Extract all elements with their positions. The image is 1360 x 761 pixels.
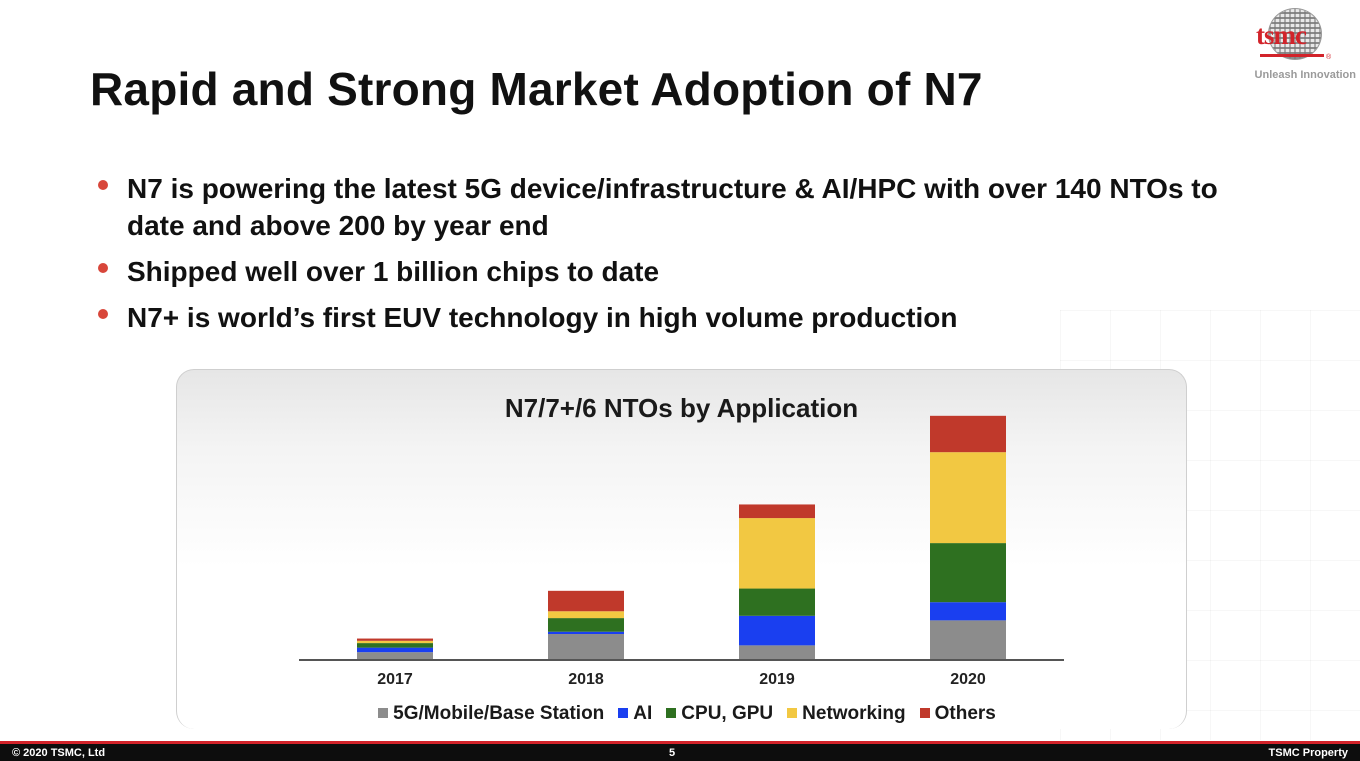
legend-item: AI	[618, 703, 652, 725]
bullet-text: N7 is powering the latest 5G device/infr…	[127, 173, 1218, 241]
bullet-dot-icon	[98, 309, 108, 319]
legend-label: CPU, GPU	[681, 703, 774, 724]
legend-label: 5G/Mobile/Base Station	[393, 703, 605, 724]
bullet-list: N7 is powering the latest 5G device/infr…	[98, 170, 1258, 345]
logo-registered-mark: ®	[1326, 54, 1332, 61]
bar-segment-2017-5g-mobile-base-station	[357, 652, 433, 659]
bar-segment-2019-ai	[739, 615, 815, 646]
bar-segment-2018-5g-mobile-base-station	[548, 634, 624, 659]
wafer-icon	[1268, 8, 1322, 60]
legend-item: Networking	[787, 703, 906, 725]
bar-segment-2019-5g-mobile-base-station	[739, 645, 815, 659]
bar-segment-2017-cpu-gpu	[357, 643, 433, 648]
bar-segment-2018-networking	[548, 611, 624, 619]
bullet-dot-icon	[98, 263, 108, 273]
legend-swatch-icon	[787, 708, 798, 718]
logo-underline	[1260, 54, 1324, 57]
bar-segment-2019-others	[739, 504, 815, 519]
bar-segment-2020-others	[930, 415, 1006, 453]
bullet-item: N7+ is world’s first EUV technology in h…	[98, 299, 1258, 336]
footer-page-number: 5	[669, 747, 676, 759]
x-tick-label: 2017	[377, 671, 413, 688]
x-tick-label: 2020	[950, 671, 986, 688]
bullet-item: Shipped well over 1 billion chips to dat…	[98, 253, 1258, 290]
x-tick-label: 2019	[759, 671, 795, 688]
legend-item: CPU, GPU	[666, 703, 773, 725]
bullet-dot-icon	[98, 180, 108, 190]
bar-segment-2020-ai	[930, 602, 1006, 621]
legend-swatch-icon	[666, 708, 677, 718]
bar-segment-2020-5g-mobile-base-station	[930, 620, 1006, 659]
bar-segment-2020-networking	[930, 452, 1006, 544]
legend-label: Networking	[802, 703, 906, 724]
bar-segment-2017-networking	[357, 640, 433, 644]
logo-tagline: Unleash Innovation	[1254, 69, 1356, 81]
legend-label: AI	[633, 703, 653, 724]
footer-copyright: © 2020 TSMC, Ltd	[12, 747, 106, 759]
legend-label: Others	[934, 703, 996, 724]
tsmc-logo: tsmc ®	[1242, 6, 1352, 86]
legend-swatch-icon	[919, 708, 930, 718]
chart-title: N7/7+/6 NTOs by Application	[504, 393, 859, 423]
page-title: Rapid and Strong Market Adoption of N7	[90, 63, 983, 115]
legend-item: 5G/Mobile/Base Station	[378, 703, 604, 725]
logo-wordmark: tsmc	[1256, 20, 1307, 50]
bullet-text: Shipped well over 1 billion chips to dat…	[127, 256, 660, 287]
bullet-item: N7 is powering the latest 5G device/infr…	[98, 170, 1258, 244]
legend-swatch-icon	[378, 708, 389, 718]
bar-segment-2017-others	[357, 638, 433, 641]
bar-segment-2018-ai	[548, 631, 624, 634]
footer-bar: © 2020 TSMC, Ltd 5 TSMC Property	[0, 741, 1360, 761]
bar-segment-2018-cpu-gpu	[548, 618, 624, 632]
bar-segment-2019-networking	[739, 518, 815, 589]
bar-segment-2020-cpu-gpu	[930, 543, 1006, 603]
legend-swatch-icon	[618, 708, 629, 718]
chart-legend: 5G/Mobile/Base Station AI CPU, GPU Networki…	[0, 703, 1360, 725]
footer-property: TSMC Property	[1268, 747, 1348, 759]
x-tick-label: 2018	[568, 671, 604, 688]
bar-segment-2017-ai	[357, 647, 433, 653]
chart-panel	[176, 369, 1187, 729]
bullet-text: N7+ is world’s first EUV technology in h…	[127, 302, 958, 333]
bar-segment-2019-cpu-gpu	[739, 588, 815, 616]
bar-segment-2018-others	[548, 590, 624, 612]
legend-item: Others	[919, 703, 996, 725]
